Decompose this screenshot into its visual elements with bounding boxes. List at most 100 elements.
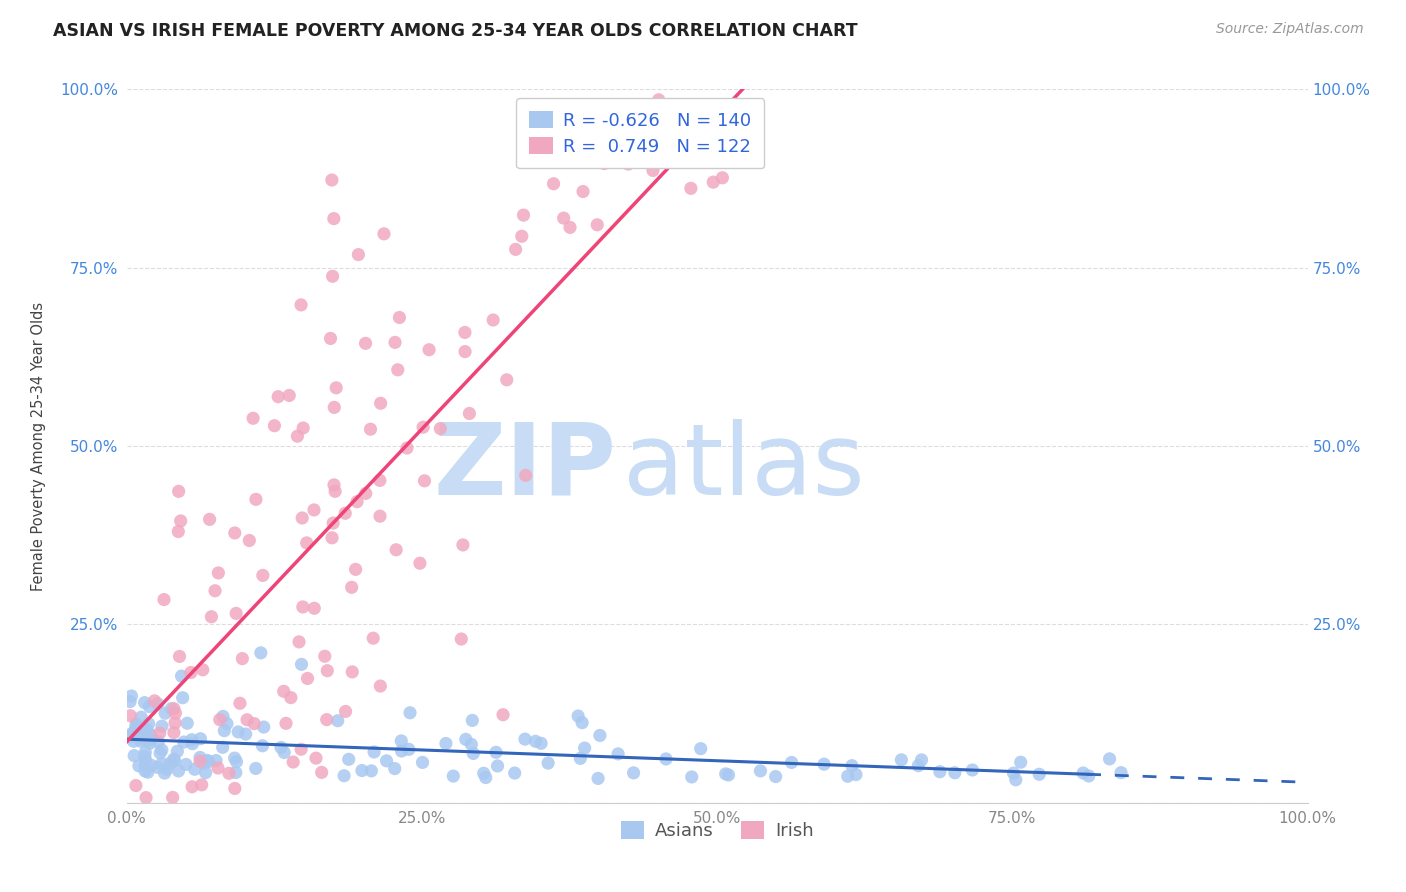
Point xyxy=(461,714,484,728)
Point xyxy=(434,736,457,750)
Point xyxy=(191,663,214,677)
Point xyxy=(211,740,233,755)
Point xyxy=(962,763,984,777)
Point xyxy=(512,208,534,222)
Point xyxy=(229,696,252,710)
Point xyxy=(399,706,422,720)
Point xyxy=(368,474,391,488)
Point xyxy=(765,770,787,784)
Point xyxy=(139,728,162,742)
Point xyxy=(292,421,315,435)
Point xyxy=(344,562,367,576)
Point xyxy=(253,720,276,734)
Point xyxy=(409,556,432,570)
Point xyxy=(845,767,868,781)
Point xyxy=(322,269,344,284)
Point xyxy=(571,715,593,730)
Point xyxy=(648,93,671,107)
Point xyxy=(236,713,259,727)
Point xyxy=(252,568,274,582)
Point xyxy=(245,761,267,775)
Point xyxy=(290,742,312,756)
Point xyxy=(135,728,157,742)
Point xyxy=(208,713,231,727)
Point xyxy=(679,181,702,195)
Point xyxy=(617,157,640,171)
Point xyxy=(412,756,434,770)
Point xyxy=(384,335,406,350)
Point xyxy=(225,755,247,769)
Point xyxy=(567,709,589,723)
Point xyxy=(135,753,157,767)
Point xyxy=(174,757,197,772)
Point xyxy=(384,762,406,776)
Point xyxy=(218,766,240,780)
Point xyxy=(681,770,703,784)
Point xyxy=(319,331,342,345)
Point xyxy=(1004,772,1026,787)
Point xyxy=(134,758,156,772)
Point xyxy=(212,709,235,723)
Point xyxy=(120,695,142,709)
Point xyxy=(322,516,344,530)
Point xyxy=(342,665,364,679)
Point xyxy=(391,744,413,758)
Point xyxy=(841,758,863,772)
Point xyxy=(326,714,349,728)
Point xyxy=(412,420,434,434)
Point xyxy=(333,769,356,783)
Point xyxy=(315,713,337,727)
Point xyxy=(238,533,260,548)
Point xyxy=(363,745,385,759)
Point xyxy=(335,705,357,719)
Point xyxy=(180,732,202,747)
Point xyxy=(270,740,292,755)
Y-axis label: Female Poverty Among 25-34 Year Olds: Female Poverty Among 25-34 Year Olds xyxy=(31,301,46,591)
Point xyxy=(837,769,859,783)
Point xyxy=(558,220,581,235)
Point xyxy=(288,635,311,649)
Point xyxy=(181,780,204,794)
Point xyxy=(193,756,215,771)
Point xyxy=(361,631,384,645)
Point xyxy=(283,755,305,769)
Point xyxy=(451,538,474,552)
Point xyxy=(278,388,301,402)
Point xyxy=(472,766,495,780)
Point xyxy=(122,748,145,763)
Point xyxy=(245,492,267,507)
Point xyxy=(1002,766,1025,780)
Point xyxy=(291,511,314,525)
Point xyxy=(813,757,835,772)
Point xyxy=(418,343,440,357)
Point xyxy=(195,753,218,767)
Point xyxy=(117,730,139,744)
Point xyxy=(304,601,326,615)
Point xyxy=(337,752,360,766)
Point xyxy=(569,751,592,765)
Point xyxy=(165,706,187,721)
Point xyxy=(197,755,219,769)
Point xyxy=(149,746,172,760)
Point xyxy=(194,765,217,780)
Point xyxy=(370,396,392,410)
Point xyxy=(188,750,211,764)
Point xyxy=(572,185,595,199)
Point xyxy=(350,764,373,778)
Point xyxy=(141,758,163,772)
Point xyxy=(167,484,190,499)
Point xyxy=(214,723,236,738)
Point xyxy=(136,723,159,737)
Point xyxy=(1010,756,1032,770)
Point xyxy=(1028,767,1050,781)
Point xyxy=(316,664,339,678)
Point xyxy=(139,736,162,750)
Point xyxy=(354,486,377,500)
Point xyxy=(149,726,172,740)
Point xyxy=(263,418,285,433)
Point xyxy=(323,478,346,492)
Point xyxy=(125,721,148,735)
Point xyxy=(224,781,246,796)
Point xyxy=(200,609,222,624)
Point xyxy=(290,657,312,672)
